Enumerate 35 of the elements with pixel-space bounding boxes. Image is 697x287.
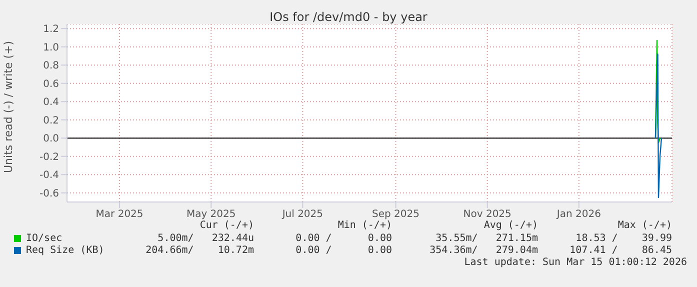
text: 0.00 / 0.00 <box>294 233 392 244</box>
legend-label: IO/sec <box>26 233 62 244</box>
text: 204.66m/ 10.72m <box>144 245 254 256</box>
x-tick-label: Mar 2025 <box>96 209 144 220</box>
y-tick-label: -0.4 <box>39 170 59 182</box>
y-tick-label: 0.8 <box>43 60 59 72</box>
text: Cur (-/+) <box>198 220 254 231</box>
x-tick-label: Jan 2026 <box>556 209 601 220</box>
y-tick-label: 1.2 <box>43 24 59 36</box>
line-series <box>654 54 662 198</box>
text: Max (-/+) <box>618 220 672 231</box>
x-tick-label: Nov 2025 <box>463 209 512 220</box>
y-tick-label: 1.0 <box>43 42 59 54</box>
text: 107.41 / 86.45 <box>568 245 672 256</box>
y-tick-label: 0.0 <box>43 134 59 145</box>
text: Last update: Sun Mar 15 01:00:12 2026 <box>464 257 687 268</box>
text: 18.53 / 39.99 <box>574 233 672 244</box>
y-axis-title: Units read (-) / write (+) <box>2 40 15 173</box>
text: Avg (-/+) <box>484 220 538 231</box>
line-series <box>654 40 661 144</box>
text: 354.36m/ 279.04m <box>428 245 538 256</box>
x-tick-label: Sep 2025 <box>372 209 420 220</box>
text: 35.55m/ 271.15m <box>434 233 538 244</box>
legend-label: Req Size (KB) <box>26 245 104 256</box>
y-tick-label: 0.2 <box>43 115 59 126</box>
text: Min (-/+) <box>338 220 392 231</box>
text: 0.00 / 0.00 <box>294 245 392 256</box>
y-tick-label: -0.2 <box>39 152 59 163</box>
y-tick-label: -0.6 <box>39 188 59 200</box>
x-tick-label: Jul 2025 <box>281 209 324 220</box>
chart-title: IOs for /dev/md0 - by year <box>268 10 428 24</box>
y-tick-label: 0.6 <box>43 78 59 90</box>
y-tick-label: 0.4 <box>43 97 59 108</box>
x-tick-label: May 2025 <box>186 209 236 220</box>
text: 5.00m/ 232.44u <box>156 233 254 244</box>
